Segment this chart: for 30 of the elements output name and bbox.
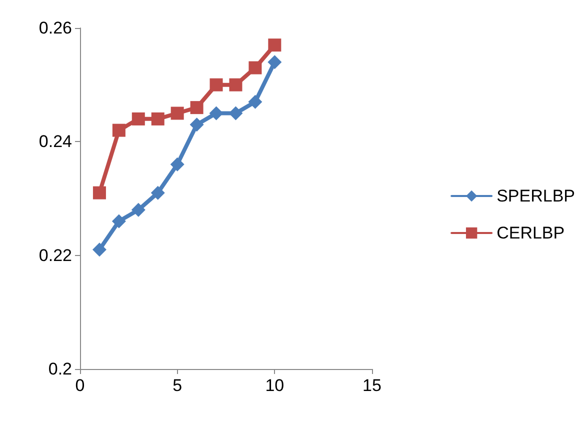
x-tick-label: 5 [172, 376, 182, 395]
point [92, 242, 106, 257]
point [268, 55, 282, 70]
y-tick-label: 0.2 [48, 360, 72, 378]
y-tick-label: 0.24 [38, 132, 72, 152]
point [190, 101, 204, 114]
point [228, 106, 243, 120]
point [170, 106, 184, 120]
point [248, 61, 262, 74]
point [92, 186, 106, 200]
point [210, 78, 223, 92]
point [112, 124, 126, 137]
point [248, 94, 262, 109]
y-tick-label: 0.26 [38, 18, 72, 38]
point [268, 38, 282, 52]
y-tick-label: 0.22 [38, 246, 72, 265]
x-tick-label: 15 [362, 376, 382, 395]
legend-label: SPERLBP [496, 186, 576, 206]
point [150, 186, 165, 200]
point [132, 112, 145, 126]
legend-label: CERLBP [496, 224, 565, 242]
x-tick-label: 10 [265, 376, 284, 395]
point [112, 214, 126, 228]
x-tick-label: 0 [75, 376, 85, 395]
point [190, 118, 204, 132]
point [151, 112, 164, 126]
point [170, 157, 184, 172]
point [229, 78, 242, 92]
point [209, 106, 224, 120]
point [131, 202, 146, 217]
